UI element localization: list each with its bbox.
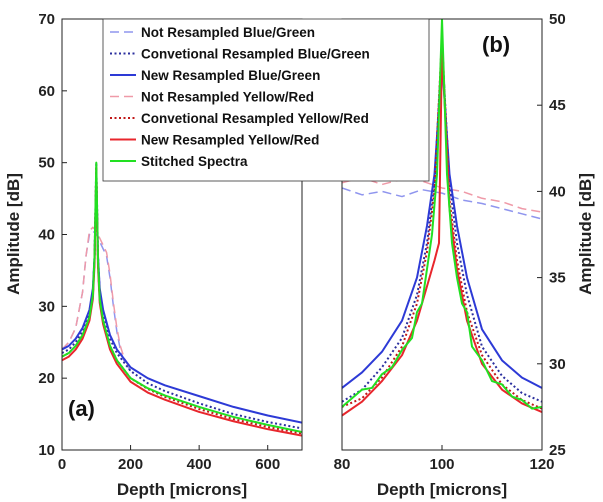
- panel-b-xtick-label-100: 100: [429, 456, 454, 473]
- panel-b-ytick-label-50: 50: [549, 11, 566, 28]
- legend-box: [102, 18, 430, 182]
- panel-b-series-not-resampled-blue-green: [342, 187, 542, 220]
- panel-b-ytick-label-35: 35: [549, 270, 566, 287]
- panel-a-xtick-label-0: 0: [58, 456, 66, 473]
- panel-a-ytick-label-40: 40: [38, 227, 55, 244]
- panel-a-xtick-label-200: 200: [118, 456, 143, 473]
- panel-a-xtick-label-400: 400: [187, 456, 212, 473]
- panel-b-ytick-label-25: 25: [549, 442, 566, 459]
- panel-b-ytick-label-30: 30: [549, 356, 566, 373]
- panel-b-xlabel: Depth [microns]: [377, 480, 507, 499]
- legend-label-stitched-spectra: Stitched Spectra: [141, 154, 248, 169]
- panel-b-series-not-resampled-yellow-red: [342, 176, 542, 213]
- panel-b-series-stitched-spectra: [342, 19, 542, 410]
- panel-a-ytick-label-30: 30: [38, 298, 55, 315]
- panel-b-xtick-label-120: 120: [529, 456, 554, 473]
- panel-a-ticks: 0 200 400 600 10 20 30 40 50 60 70: [38, 11, 280, 473]
- panel-a-xlabel: Depth [microns]: [117, 480, 247, 499]
- panel-a-series-new-resampled-blue-green: [62, 176, 302, 424]
- panel-a-ytick-label-20: 20: [38, 370, 55, 387]
- panel-b-tag: (b): [482, 32, 510, 57]
- panel-a-ylabel: Amplitude [dB]: [4, 173, 23, 295]
- panel-a-xtick-label-600: 600: [255, 456, 280, 473]
- legend-label-new-resampled-blue-green: New Resampled Blue/Green: [141, 68, 320, 83]
- panel-b-xtick-label-80: 80: [334, 456, 351, 473]
- panel-a-series-convetional-resampled-blue-green: [62, 161, 302, 430]
- panel-a-ytick-label-10: 10: [38, 442, 55, 459]
- panel-b-ytick-label-45: 45: [549, 97, 566, 114]
- panel-a-ytick-label-70: 70: [38, 11, 55, 28]
- legend-label-convetional-resampled-blue-green: Convetional Resampled Blue/Green: [141, 47, 370, 62]
- panel-b-ytick-label-40: 40: [549, 183, 566, 200]
- panel-a-tag: (a): [68, 396, 95, 421]
- legend-entries: Not Resampled Blue/Green Convetional Resa…: [110, 25, 370, 169]
- panel-b-series: [342, 19, 542, 417]
- panel-a-series-not-resampled-yellow-red: [62, 226, 132, 372]
- panel-a-series-stitched-spectra: [62, 161, 302, 434]
- panel-b-ylabel: Amplitude [dB]: [576, 173, 595, 295]
- legend-label-not-resampled-blue-green: Not Resampled Blue/Green: [141, 25, 315, 40]
- panel-a-ytick-label-50: 50: [38, 155, 55, 172]
- panel-a-ytick-label-60: 60: [38, 83, 55, 100]
- legend-label-new-resampled-yellow-red: New Resampled Yellow/Red: [141, 133, 319, 148]
- panel-a-series: [62, 161, 302, 437]
- legend-label-convetional-resampled-yellow-red: Convetional Resampled Yellow/Red: [141, 111, 369, 126]
- legend-label-not-resampled-yellow-red: Not Resampled Yellow/Red: [141, 90, 314, 105]
- legend: Not Resampled Blue/Green Convetional Resa…: [102, 18, 430, 182]
